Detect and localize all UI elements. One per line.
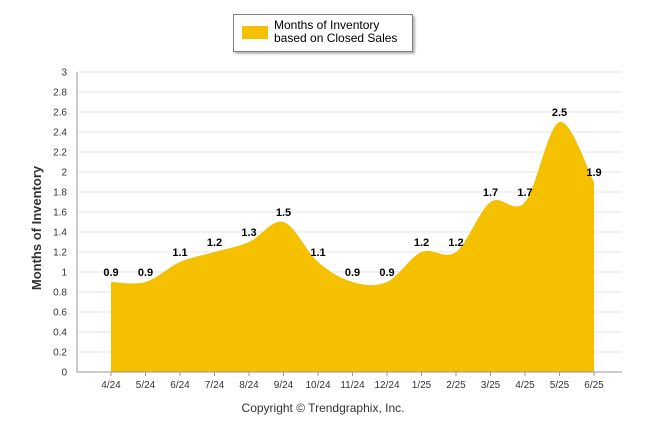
- data-label: 1.5: [276, 207, 291, 219]
- x-tick-label: 5/24: [136, 380, 156, 391]
- y-tick-label: 0.6: [53, 308, 67, 319]
- data-label: 0.9: [138, 267, 153, 279]
- data-label: 1.1: [172, 247, 187, 259]
- x-tick-label: 2/25: [446, 380, 466, 391]
- y-tick-label: 1.4: [53, 228, 67, 239]
- y-tick-label: 1.6: [53, 208, 67, 219]
- x-tick-label: 4/25: [515, 380, 535, 391]
- data-label: 0.9: [379, 267, 394, 279]
- data-labels: 0.9 0.9 1.1 1.2 1.3 1.5 1.1 0.9 0.9 1.2 1.2 1.7 1.7 2…: [103, 107, 601, 279]
- axes: [76, 72, 622, 376]
- y-tick-label: 0.4: [53, 328, 67, 339]
- x-tick-label: 1/25: [412, 380, 432, 391]
- x-tick-label: 4/24: [101, 380, 121, 391]
- y-tick-label: 1: [61, 268, 67, 279]
- x-tick-label: 11/24: [340, 380, 365, 391]
- data-label: 1.9: [586, 167, 601, 179]
- y-tick-label: 2.4: [53, 128, 67, 139]
- copyright-credit: Copyright © Trendgraphix, Inc.: [241, 401, 405, 415]
- y-tick-label: 2.6: [53, 108, 67, 119]
- data-label: 1.2: [414, 237, 429, 249]
- y-axis-title: Months of Inventory: [29, 165, 44, 290]
- y-tick-label: 0: [61, 368, 67, 379]
- series-area: [111, 121, 594, 373]
- x-tick-label: 6/24: [170, 380, 190, 391]
- y-tick-label: 3: [61, 68, 67, 79]
- x-tick-label: 12/24: [374, 380, 399, 391]
- x-tick-label: 9/24: [274, 380, 294, 391]
- data-label: 1.1: [310, 247, 325, 259]
- data-label: 1.7: [483, 187, 498, 199]
- data-label: 1.2: [448, 237, 463, 249]
- y-tick-label: 2.8: [53, 88, 67, 99]
- data-label: 1.2: [207, 237, 222, 249]
- y-tick-label: 1.2: [53, 248, 67, 259]
- legend-swatch: [242, 26, 268, 39]
- legend-label: Months of Inventory based on Closed Sale…: [274, 18, 398, 45]
- y-tick-label: 2: [61, 168, 67, 179]
- data-label: 0.9: [103, 267, 118, 279]
- data-label: 1.7: [517, 187, 532, 199]
- x-tick-labels: 4/24 5/24 6/24 7/24 8/24 9/24 10/24 11/24 12/24 1…: [101, 380, 604, 391]
- x-tick-label: 8/24: [239, 380, 259, 391]
- y-tick-label: 0.8: [53, 288, 67, 299]
- y-tick-labels: 0 0.2 0.4 0.6 0.8 1 1.2 1.4 1.6 1.8 2 2.2 2.4 2.6 2.8 3: [53, 68, 67, 379]
- series-area-fill: [111, 121, 594, 373]
- x-tick-label: 3/25: [481, 380, 501, 391]
- y-tick-label: 2.2: [53, 148, 67, 159]
- legend: Months of Inventory based on Closed Sale…: [233, 14, 413, 52]
- data-label: 1.3: [241, 227, 256, 239]
- x-tick-label: 7/24: [205, 380, 225, 391]
- x-tick-label: 6/25: [584, 380, 604, 391]
- y-tick-label: 0.2: [53, 348, 67, 359]
- y-tick-label: 1.8: [53, 188, 67, 199]
- x-tick-label: 5/25: [550, 380, 570, 391]
- data-label: 2.5: [552, 107, 567, 119]
- x-tick-label: 10/24: [305, 380, 330, 391]
- data-label: 0.9: [345, 267, 360, 279]
